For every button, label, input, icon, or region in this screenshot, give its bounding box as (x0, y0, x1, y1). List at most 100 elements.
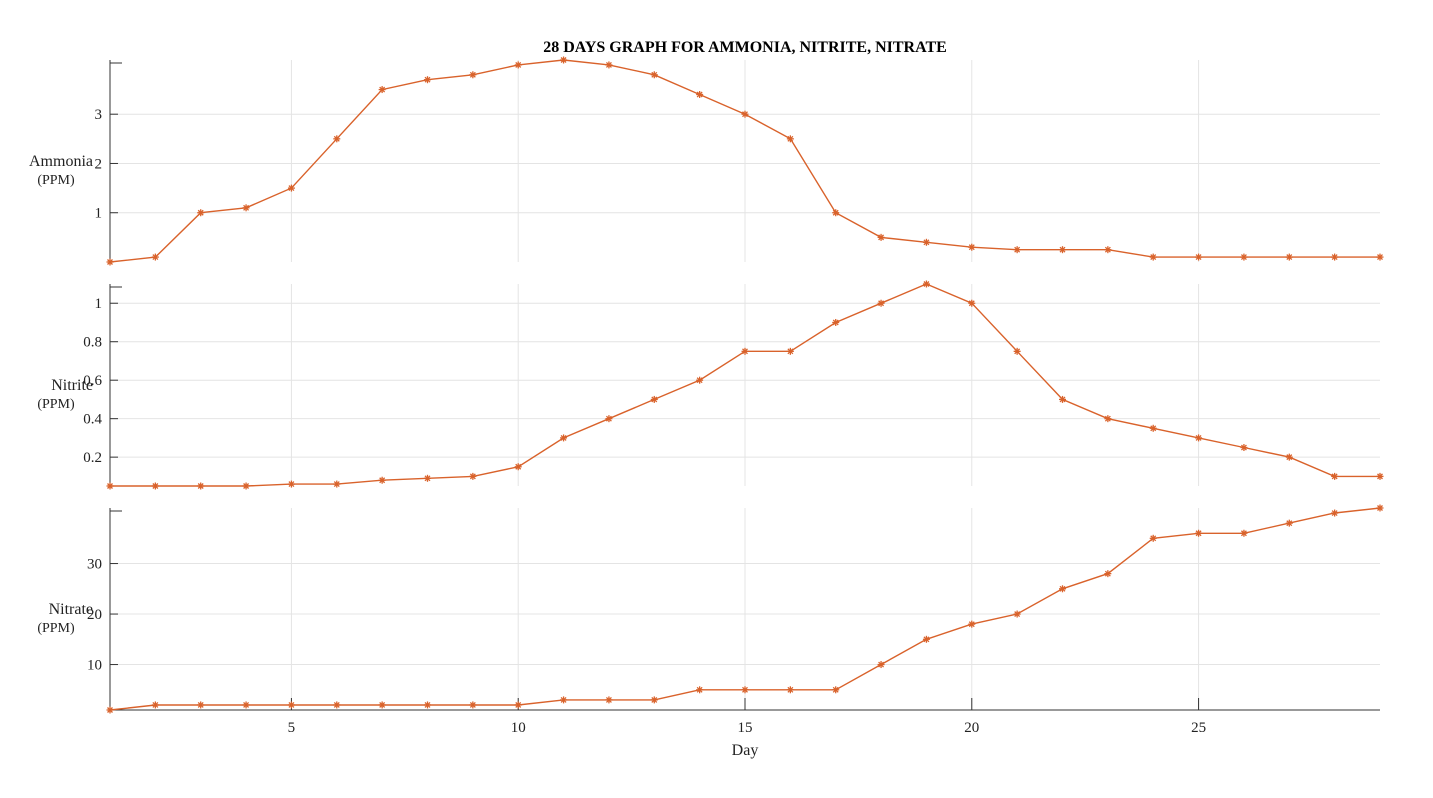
data-point (151, 482, 159, 490)
data-point (1331, 472, 1339, 480)
data-point (469, 701, 477, 709)
data-point (877, 299, 885, 307)
data-point (424, 474, 431, 482)
data-point (922, 635, 930, 643)
data-point (922, 238, 930, 246)
data-point (1013, 246, 1021, 254)
data-point (1240, 253, 1248, 261)
data-point (1104, 570, 1112, 578)
data-point (1195, 529, 1203, 537)
y-tick-label: 30 (87, 557, 102, 573)
data-point (151, 253, 159, 261)
data-point (968, 620, 976, 628)
data-point (197, 482, 205, 490)
data-point (242, 482, 250, 490)
data-point (287, 184, 295, 192)
panel-nitrite: 0.2 0.4 0.6 0.8 1 Nitrite (PPM) (37, 280, 1384, 490)
data-point (922, 280, 930, 288)
data-point (1104, 246, 1112, 254)
data-point (696, 686, 704, 694)
y-tick-label: 1 (95, 296, 103, 312)
data-point (1013, 610, 1021, 618)
x-tick-label: 10 (511, 720, 526, 736)
data-point (605, 415, 613, 423)
x-tick-label: 25 (1191, 720, 1206, 736)
data-point (1013, 347, 1021, 355)
data-point (1240, 529, 1248, 537)
data-point (650, 696, 658, 704)
y-tick-label: 0.2 (83, 450, 102, 466)
data-point (832, 686, 840, 694)
data-point (424, 701, 431, 709)
x-tick-label: 20 (964, 720, 979, 736)
data-point (786, 686, 794, 694)
data-point (832, 318, 840, 326)
y-tick-label: 0.6 (83, 373, 102, 389)
y-axis-label: Nitrite (51, 377, 93, 394)
data-point (832, 209, 840, 217)
data-point (786, 135, 794, 143)
y-axis-label: Ammonia (29, 153, 93, 170)
data-point (1331, 253, 1339, 261)
data-point (877, 233, 885, 241)
data-point (605, 696, 613, 704)
panel-ammonia: 1 2 3 Ammonia (PPM) (29, 56, 1384, 266)
data-point (469, 472, 477, 480)
data-point (378, 86, 386, 94)
data-point (1195, 253, 1203, 261)
data-point (242, 701, 250, 709)
data-point (333, 480, 341, 488)
data-point (333, 701, 341, 709)
y-axis-label: Nitrate (49, 601, 93, 618)
data-point (1331, 509, 1339, 517)
y-axis-unit: (PPM) (37, 397, 75, 412)
data-point (1285, 453, 1293, 461)
y-tick-label: 0.4 (83, 412, 102, 428)
data-point (1376, 253, 1384, 261)
data-point (786, 347, 794, 355)
data-point (696, 376, 704, 384)
chart-panels: 1 2 3 Ammonia (PPM) 0.2 0.4 0.6 0.8 1 Nitrite (PPM)… (29, 56, 1384, 736)
data-point (378, 476, 386, 484)
x-axis-label: Day (732, 742, 759, 759)
data-point (741, 110, 749, 118)
data-point (1285, 519, 1293, 527)
data-point (1149, 253, 1157, 261)
y-axis-unit: (PPM) (37, 621, 75, 636)
data-point (741, 347, 749, 355)
data-point (1059, 246, 1066, 254)
data-point (877, 661, 885, 669)
data-point (1059, 395, 1066, 403)
data-point (106, 258, 114, 266)
data-point (514, 701, 522, 709)
data-point (1149, 534, 1157, 542)
x-tick-label: 15 (738, 720, 753, 736)
y-axis-unit: (PPM) (37, 173, 75, 188)
data-point (1240, 444, 1248, 452)
data-point (560, 56, 568, 64)
data-point (1149, 424, 1157, 432)
y-tick-label: 3 (95, 107, 103, 123)
data-point (1059, 585, 1066, 593)
y-tick-label: 1 (95, 206, 103, 222)
panel-nitrate: 10 20 30 Nitrate (PPM) 5 10 15 20 25 (37, 504, 1384, 736)
data-point (197, 209, 205, 217)
data-point (696, 90, 704, 98)
y-tick-label: 0.8 (83, 335, 102, 351)
chart-title: 28 DAYS GRAPH FOR AMMONIA, NITRITE, NITR… (543, 39, 947, 56)
data-point (1376, 504, 1384, 512)
data-point (968, 243, 976, 251)
data-point (605, 61, 613, 69)
y-tick-label: 20 (87, 607, 102, 623)
data-point (333, 135, 341, 143)
data-point (1104, 415, 1112, 423)
y-tick-label: 2 (95, 156, 103, 172)
data-point (650, 395, 658, 403)
data-point (1285, 253, 1293, 261)
y-tick-label: 10 (87, 658, 102, 674)
data-point (287, 480, 295, 488)
data-point (514, 463, 522, 471)
data-point (287, 701, 295, 709)
x-tick-label: 5 (288, 720, 296, 736)
